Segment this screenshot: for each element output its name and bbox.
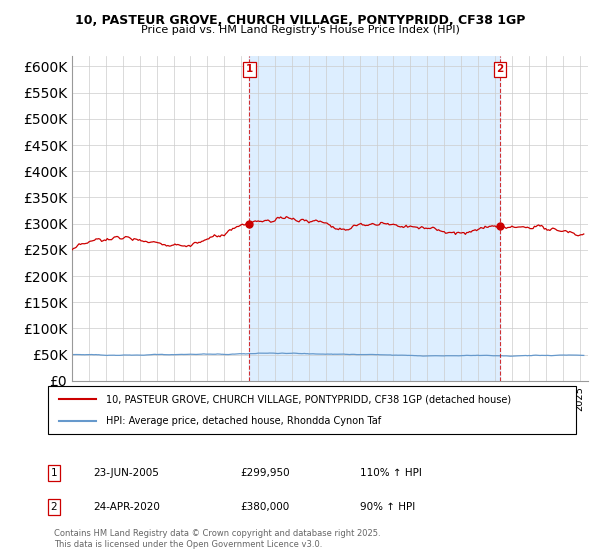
Text: HPI: Average price, detached house, Rhondda Cynon Taf: HPI: Average price, detached house, Rhon… bbox=[106, 416, 381, 426]
Text: 90% ↑ HPI: 90% ↑ HPI bbox=[360, 502, 415, 512]
Text: 24-APR-2020: 24-APR-2020 bbox=[93, 502, 160, 512]
Text: £380,000: £380,000 bbox=[240, 502, 289, 512]
Text: 2: 2 bbox=[497, 64, 504, 74]
Bar bbox=[250, 56, 500, 381]
Text: Price paid vs. HM Land Registry's House Price Index (HPI): Price paid vs. HM Land Registry's House … bbox=[140, 25, 460, 35]
Text: 10, PASTEUR GROVE, CHURCH VILLAGE, PONTYPRIDD, CF38 1GP: 10, PASTEUR GROVE, CHURCH VILLAGE, PONTY… bbox=[75, 14, 525, 27]
Text: 2: 2 bbox=[50, 502, 58, 512]
Text: 23-JUN-2005: 23-JUN-2005 bbox=[93, 468, 159, 478]
Text: 1: 1 bbox=[50, 468, 58, 478]
Text: 110% ↑ HPI: 110% ↑ HPI bbox=[360, 468, 422, 478]
Text: Contains HM Land Registry data © Crown copyright and database right 2025.
This d: Contains HM Land Registry data © Crown c… bbox=[54, 529, 380, 549]
Text: £299,950: £299,950 bbox=[240, 468, 290, 478]
Text: 10, PASTEUR GROVE, CHURCH VILLAGE, PONTYPRIDD, CF38 1GP (detached house): 10, PASTEUR GROVE, CHURCH VILLAGE, PONTY… bbox=[106, 394, 511, 404]
FancyBboxPatch shape bbox=[48, 386, 576, 434]
Text: 1: 1 bbox=[245, 64, 253, 74]
